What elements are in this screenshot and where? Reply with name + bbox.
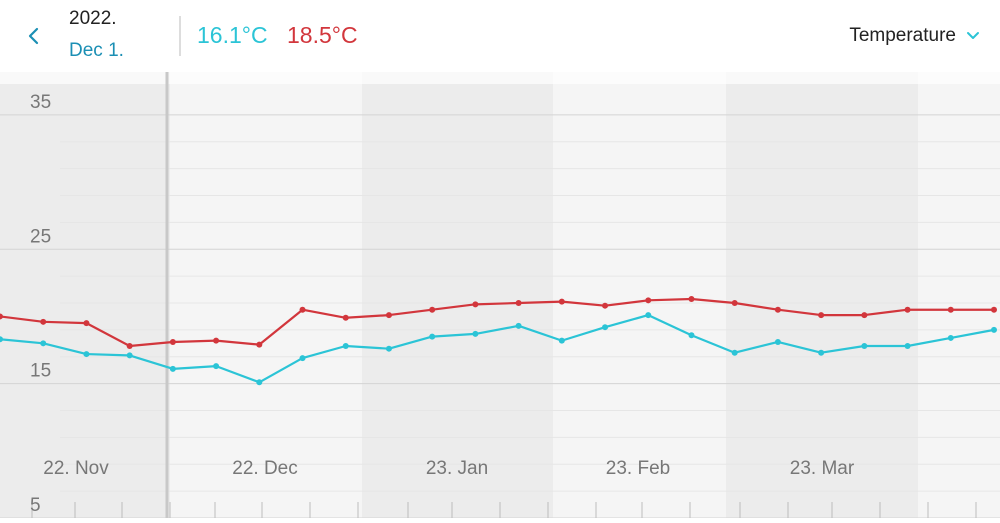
- min-temperature-point: [126, 352, 133, 359]
- max-temperature-point: [83, 320, 90, 327]
- min-temperature-point: [688, 332, 695, 339]
- metric-label: Temperature: [849, 25, 956, 46]
- chevron-down-icon: [967, 32, 979, 39]
- max-temperature-point: [818, 312, 825, 319]
- max-temperature-point: [947, 306, 954, 313]
- month-band-3: [726, 72, 918, 518]
- header-divider: [179, 16, 181, 56]
- min-temperature-point: [213, 363, 220, 370]
- month-band-2: [362, 72, 553, 518]
- year-label: 2022.: [69, 8, 117, 29]
- max-temperature-point: [731, 300, 738, 306]
- min-temperature-point: [299, 355, 306, 362]
- chart-top-fade: [0, 72, 1000, 84]
- max-temperature-point: [213, 337, 220, 344]
- max-temperature: 18.5°C: [287, 22, 358, 48]
- y-tick-label: 35: [30, 92, 51, 113]
- max-temperature-point: [169, 338, 176, 345]
- min-temperature-point: [429, 333, 436, 340]
- max-temperature-point: [904, 306, 911, 313]
- min-temperature-point: [515, 322, 522, 329]
- min-temperature-point: [256, 379, 263, 386]
- max-temperature-point: [429, 306, 436, 313]
- min-temperature-line: [0, 313, 995, 384]
- max-temperature-point: [558, 298, 565, 305]
- min-temperature-point: [83, 351, 90, 358]
- max-temperature-point: [40, 318, 47, 325]
- min-temperature-point: [472, 330, 479, 337]
- x-tick-label: 22. Nov: [43, 458, 109, 479]
- max-temperature-point: [299, 306, 306, 313]
- x-tick-label: 23. Mar: [790, 458, 855, 479]
- max-temperature-point: [645, 297, 652, 304]
- max-temperature-point: [991, 306, 997, 313]
- min-temperature-point: [385, 345, 392, 352]
- min-temperature-point: [731, 349, 738, 356]
- min-temperature: 16.1°C: [197, 22, 268, 48]
- chart-svg[interactable]: 35 25 15 522. Nov 22. Dec 23. Jan 23. Feb 23. M…: [0, 72, 1000, 519]
- y-tick-label: 5: [30, 495, 41, 516]
- max-temperature-point: [861, 312, 868, 319]
- max-temperature-point: [256, 341, 263, 348]
- min-temperature-point: [861, 343, 868, 349]
- x-tick-label: 23. Feb: [606, 458, 670, 479]
- min-temperature-point: [0, 336, 3, 343]
- top-bar: 2022. Dec 1. 16.1°C 18.5°C Temperature: [0, 0, 1000, 72]
- min-temperature-point: [774, 338, 781, 345]
- max-temperature-point: [385, 312, 392, 319]
- max-temperature-point: [774, 306, 781, 313]
- min-temperature-point: [169, 365, 176, 372]
- metric-selector[interactable]: Temperature: [849, 24, 980, 48]
- max-temperature-point: [472, 301, 479, 308]
- y-tick-label: 15: [30, 361, 51, 382]
- month-band-1: [0, 72, 170, 518]
- max-temperature-line: [0, 297, 994, 348]
- min-temperature-point: [40, 340, 47, 347]
- min-temperature-point: [558, 337, 565, 344]
- chevron-left-icon: [28, 27, 39, 45]
- min-temperature-point: [342, 343, 349, 349]
- min-temperature-point: [947, 334, 954, 341]
- x-tick-label: 23. Jan: [426, 458, 488, 479]
- max-temperature-point: [602, 302, 609, 309]
- min-temperature-point: [645, 312, 652, 319]
- max-temperature-point: [126, 343, 133, 349]
- temperature-chart[interactable]: 35 25 15 5 22. Nov 22. Dec 23. Jan 23. Feb 23. M…: [0, 72, 1000, 519]
- back-button[interactable]: [22, 20, 50, 52]
- max-temperature-point: [688, 295, 695, 302]
- x-tick-label: 22. Dec: [232, 458, 297, 479]
- min-temperature-point: [818, 349, 825, 356]
- min-temperature-point: [602, 324, 609, 331]
- max-temperature-point: [342, 314, 349, 321]
- selected-date[interactable]: Dec 1.: [69, 40, 124, 61]
- max-temperature-point: [515, 300, 522, 306]
- min-temperature-point: [904, 343, 911, 349]
- min-temperature-point: [991, 326, 997, 333]
- y-tick-label: 25: [30, 226, 51, 247]
- max-temperature-point: [0, 313, 3, 320]
